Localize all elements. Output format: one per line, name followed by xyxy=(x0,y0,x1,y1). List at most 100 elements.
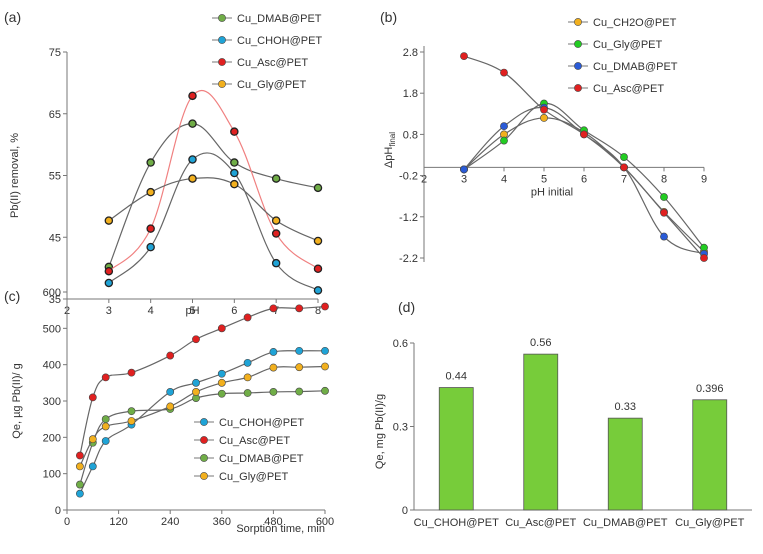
data-point xyxy=(166,388,175,396)
chart-panel-3: (c)0 120 240 360 480 6000100200300400500600So… xyxy=(4,287,334,535)
y-tick-label: 75 xyxy=(49,47,61,59)
data-point xyxy=(146,187,155,197)
data-point xyxy=(321,386,329,395)
data-point xyxy=(660,193,668,201)
data-point xyxy=(146,242,155,252)
data-point xyxy=(460,165,468,174)
y-tick-label: 600 xyxy=(43,287,61,299)
data-point xyxy=(460,52,468,61)
legend-marker xyxy=(200,454,208,462)
data-point xyxy=(104,216,114,225)
legend-marker xyxy=(574,62,582,70)
data-point xyxy=(271,216,281,225)
data-point xyxy=(146,224,155,233)
data-point xyxy=(230,158,239,167)
bar xyxy=(438,387,474,511)
y-axis-title: ΔpHfinal xyxy=(383,132,397,168)
bar xyxy=(607,417,643,511)
x-axis-title: Sorption time, min xyxy=(236,523,325,535)
x-tick-label: 4 xyxy=(501,173,507,185)
data-point xyxy=(101,437,110,445)
y-axis-title: Qe, mg Pb(II)/g xyxy=(374,394,386,469)
series-line-4 xyxy=(463,55,705,259)
x-category-label: Cu_Gly@PET xyxy=(675,517,745,529)
chart-panel-1: (a)23456783545556575pHPb(II) removal, %C… xyxy=(4,9,322,317)
bar-value-label: 0.56 xyxy=(530,337,551,349)
data-point xyxy=(700,254,708,262)
legend-entry: Cu_Asc@PET xyxy=(593,83,664,95)
data-point xyxy=(166,402,175,411)
data-point xyxy=(104,266,114,276)
data-point xyxy=(295,346,304,355)
legend-entry: Cu_Asc@PET xyxy=(237,57,308,69)
data-point xyxy=(540,105,548,114)
data-point xyxy=(321,302,329,311)
legend-marker xyxy=(218,14,226,22)
y-tick-label: 0 xyxy=(55,505,61,517)
x-tick-label: 480 xyxy=(264,516,282,528)
y-tick-label: 200 xyxy=(43,432,61,444)
x-tick-label: 3 xyxy=(461,173,467,185)
y-tick-label: 55 xyxy=(49,171,61,183)
x-tick-label: 8 xyxy=(661,173,667,185)
x-tick-label: 2 xyxy=(421,173,427,185)
y-tick-label: 45 xyxy=(49,232,61,244)
y-tick-label: 100 xyxy=(43,469,61,481)
x-tick-label: 7 xyxy=(621,173,627,185)
data-point xyxy=(188,119,197,128)
data-point xyxy=(295,363,304,372)
data-point xyxy=(271,174,281,183)
data-point xyxy=(243,389,252,397)
data-point xyxy=(188,155,197,164)
y-tick-label: 300 xyxy=(43,396,61,408)
y-tick-label: 65 xyxy=(49,109,61,121)
x-tick-label: 3 xyxy=(106,305,112,317)
data-point xyxy=(271,229,281,238)
legend-entry: Cu_CHOH@PET xyxy=(219,417,304,429)
data-point xyxy=(146,158,155,167)
bar-value-label: 0.33 xyxy=(615,401,636,413)
data-point xyxy=(660,232,668,241)
data-point xyxy=(580,130,588,139)
data-point xyxy=(217,378,226,387)
y-tick-label: 400 xyxy=(43,360,61,372)
data-point xyxy=(101,373,110,382)
legend-entry: Cu_CHOH@PET xyxy=(237,35,322,47)
legend-entry: Cu_DMAB@PET xyxy=(593,61,678,73)
x-tick-label: 240 xyxy=(161,516,179,528)
data-point xyxy=(321,362,329,371)
data-point xyxy=(88,462,97,471)
y-tick-label: 0.8 xyxy=(403,129,418,141)
x-tick-label: 600 xyxy=(316,516,334,528)
x-category-label: Cu_CHOH@PET xyxy=(414,517,499,529)
data-point xyxy=(500,136,508,145)
data-point xyxy=(295,304,304,313)
data-point xyxy=(192,388,200,396)
bar xyxy=(523,353,559,511)
data-point xyxy=(540,114,548,122)
panel-label: (a) xyxy=(4,9,21,25)
bar-value-label: 0.44 xyxy=(446,371,467,383)
data-point xyxy=(217,324,226,333)
y-tick-label: 0.3 xyxy=(393,422,408,434)
data-point xyxy=(313,264,323,273)
legend-marker xyxy=(218,80,226,88)
data-point xyxy=(230,127,239,136)
data-point xyxy=(269,388,278,396)
legend-entry: Cu_Gly@PET xyxy=(593,39,663,51)
legend-marker xyxy=(218,58,226,66)
x-tick-label: 6 xyxy=(231,305,237,317)
data-point xyxy=(127,368,136,377)
panel-label: (d) xyxy=(398,299,415,315)
y-tick-label: 1.8 xyxy=(403,88,418,100)
legend-marker xyxy=(574,40,582,48)
data-point xyxy=(269,304,278,313)
x-tick-label: 5 xyxy=(541,173,547,185)
data-point xyxy=(188,174,197,183)
legend-entry: Cu_CH2O@PET xyxy=(593,17,677,29)
y-tick-label: -0.2 xyxy=(399,171,418,183)
data-point xyxy=(269,363,278,372)
data-point xyxy=(271,258,281,268)
x-tick-label: 0 xyxy=(64,516,70,528)
